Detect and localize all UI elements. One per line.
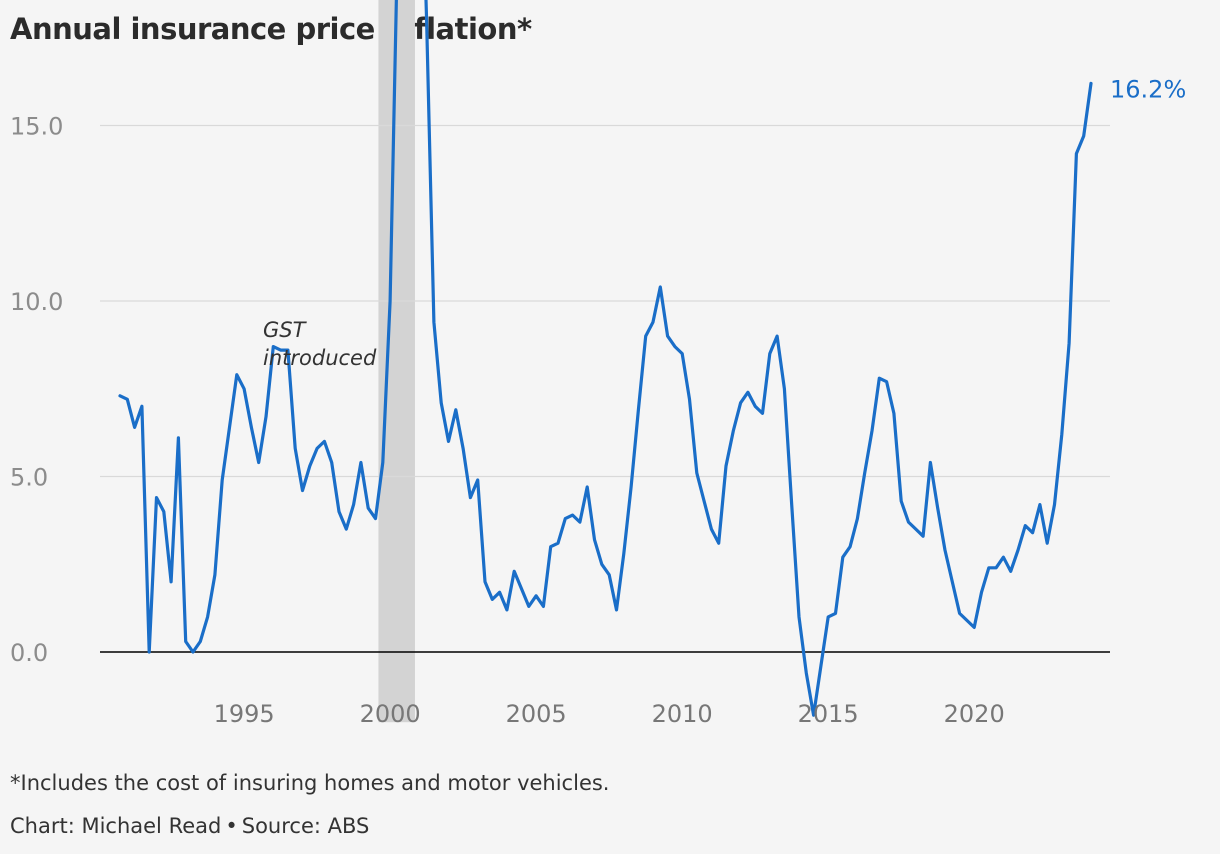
chart-title: Annual insurance price inflation* [10, 12, 532, 46]
x-tick-label: 2015 [798, 700, 859, 728]
footnote: *Includes the cost of insuring homes and… [10, 771, 610, 795]
y-tick-label: 15.0 [10, 113, 63, 141]
end-value-label: 16.2% [1110, 75, 1186, 103]
credit-separator: • [225, 814, 238, 838]
gst-annotation-line1: GST [263, 318, 308, 342]
source-credit: Source: ABS [241, 814, 370, 838]
y-tick-label: 10.0 [10, 288, 63, 316]
gst-band [378, 0, 415, 723]
x-tick-label: 1995 [214, 700, 275, 728]
line-chart: 0.05.010.015.020.025.030.0%1995200020052… [10, 0, 1186, 728]
chart-credit: Chart: Michael Read [10, 814, 222, 838]
x-tick-label: 2020 [944, 700, 1005, 728]
inflation-series-line [118, 0, 1093, 717]
x-tick-label: 2005 [506, 700, 567, 728]
credit-line: Chart: Michael Read • Source: ABS [10, 814, 369, 838]
x-tick-label: 2010 [652, 700, 713, 728]
gst-annotation-line2: introduced [263, 346, 377, 370]
y-tick-label: 5.0 [10, 464, 48, 492]
y-tick-label: 0.0 [10, 639, 48, 667]
x-tick-label: 2000 [360, 700, 421, 728]
